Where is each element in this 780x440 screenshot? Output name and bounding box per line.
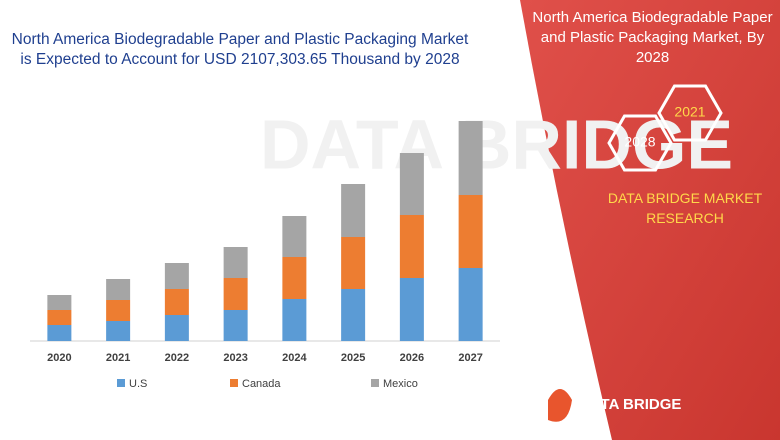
- panel-title: North America Biodegradable Paper and Pl…: [532, 9, 773, 66]
- brand: DATA BRIDGE MARKET RESEARCH: [607, 190, 763, 226]
- legend-swatch: [117, 379, 125, 387]
- hexagons: 2021 2028: [607, 84, 723, 172]
- x-tick-label: 2026: [400, 352, 424, 364]
- bar-segment: [106, 300, 131, 321]
- bar-segment: [47, 325, 72, 341]
- hexagon-label: 2028: [624, 134, 655, 150]
- bar-segment: [399, 278, 424, 341]
- bar-segment: [458, 195, 483, 268]
- bar-segment: [341, 237, 366, 289]
- legend-label: Canada: [242, 378, 281, 390]
- hexagon: [607, 114, 673, 172]
- bar-segment: [282, 216, 307, 257]
- bar-segment: [282, 299, 307, 341]
- logo-text: DATA BRIDGE: [580, 396, 681, 413]
- x-tick-label: 2020: [47, 352, 71, 364]
- x-tick-label: 2023: [223, 352, 247, 364]
- bar-segment: [458, 121, 483, 195]
- bar-segment: [106, 321, 131, 341]
- red-panel: [520, 0, 780, 440]
- bar-segment: [106, 279, 131, 300]
- bar-segment: [164, 315, 189, 341]
- chart-title: North America Biodegradable Paper and Pl…: [11, 31, 469, 68]
- bar-segment: [341, 184, 366, 237]
- legend-label: U.S: [129, 378, 147, 390]
- x-tick-label: 2025: [341, 352, 365, 364]
- x-tick-label: 2024: [282, 352, 307, 364]
- legend-swatch: [230, 379, 238, 387]
- bar-segment: [282, 257, 307, 299]
- legend-swatch: [371, 379, 379, 387]
- legend-label: Mexico: [383, 378, 418, 390]
- bar-segment: [341, 289, 366, 341]
- hexagon-label: 2021: [674, 104, 705, 120]
- logo-icon: [548, 389, 572, 422]
- bar-segment: [47, 310, 72, 325]
- bar-segment: [458, 268, 483, 341]
- bar-segment: [399, 215, 424, 278]
- bar-segment: [399, 153, 424, 215]
- bar-segment: [47, 295, 72, 310]
- x-tick-label: 2022: [165, 352, 189, 364]
- bar-segment: [164, 289, 189, 315]
- x-tick-label: 2021: [106, 352, 130, 364]
- hexagon: [657, 84, 723, 142]
- bar-segment: [164, 263, 189, 289]
- bar-segment: [223, 310, 248, 341]
- x-tick-label: 2027: [458, 352, 482, 364]
- bar-segment: [223, 278, 248, 310]
- bar-segment: [223, 247, 248, 278]
